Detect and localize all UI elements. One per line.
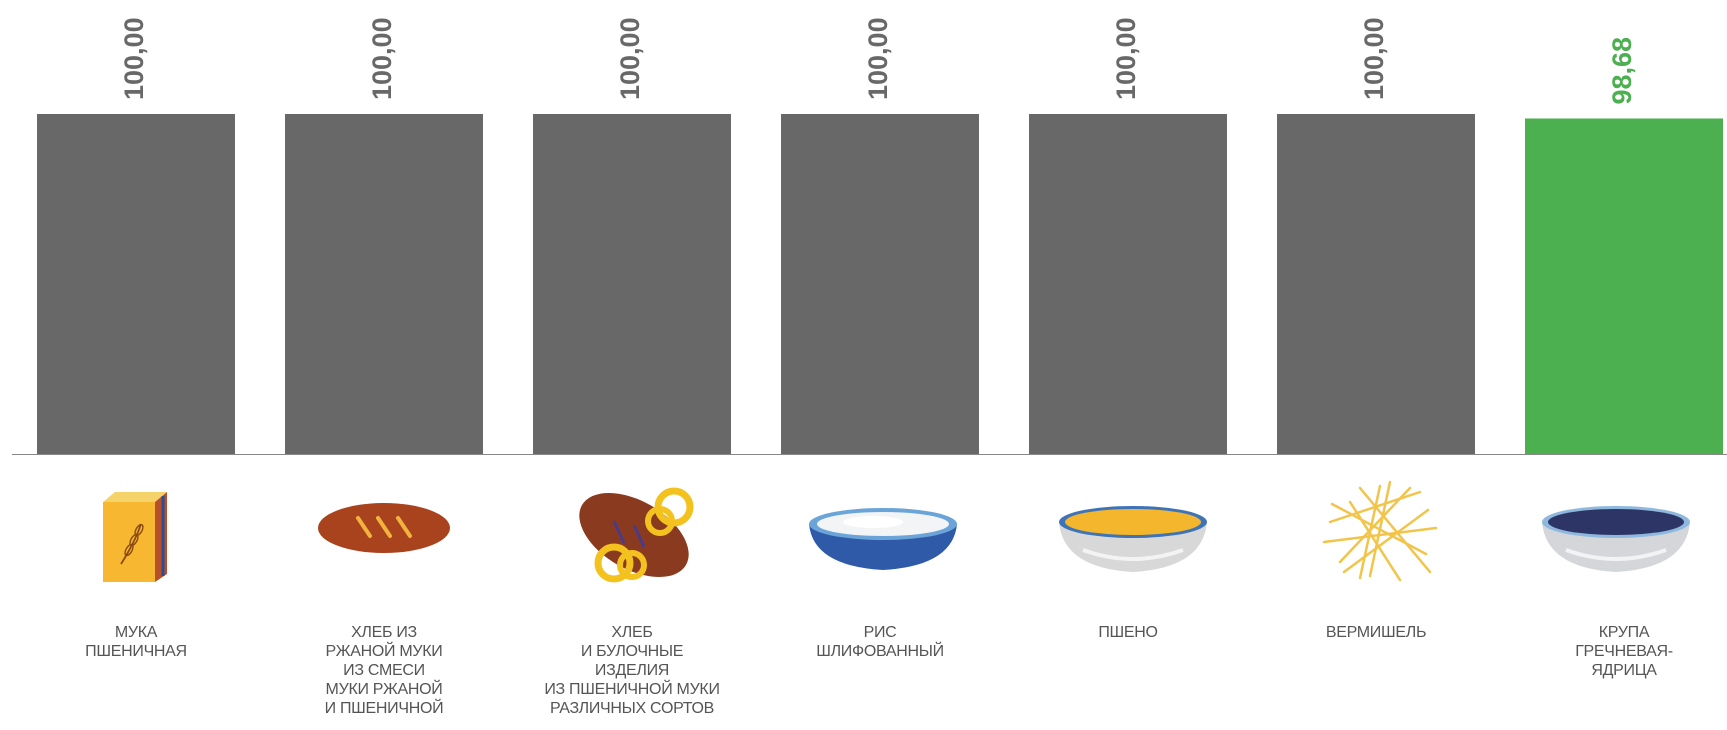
buckwheat-bowl-icon [1542, 506, 1690, 572]
category-label-6: ВЕРМИШЕЛЬ [1325, 624, 1427, 641]
category-label-2: ХЛЕБ ИЗ РЖАНОЙ МУКИ ИЗ СМЕСИ МУКИ РЖАНОЙ… [324, 624, 444, 717]
millet-bowl-icon [1059, 506, 1207, 572]
value-label-6: 100,00 [1359, 17, 1389, 100]
rye-bread-icon [318, 503, 450, 553]
category-label-5: ПШЕНО [1098, 624, 1158, 641]
bread-and-pretzels-icon [579, 487, 694, 583]
bar-5 [1029, 114, 1227, 454]
value-label-7: 98,68 [1607, 37, 1637, 105]
value-label-2: 100,00 [367, 17, 397, 100]
bars-group [37, 114, 1723, 454]
bar-7 [1525, 118, 1723, 454]
value-label-4: 100,00 [863, 17, 893, 100]
flour-bag-icon [103, 492, 167, 582]
vermicelli-icon [1322, 480, 1438, 582]
value-label-3: 100,00 [615, 17, 645, 100]
bar-2 [285, 114, 483, 454]
value-label-5: 100,00 [1111, 17, 1141, 100]
category-label-1: МУКА ПШЕНИЧНАЯ [85, 624, 187, 660]
bar-3 [533, 114, 731, 454]
category-label-7: КРУПА ГРЕЧНЕВАЯ- ЯДРИЦА [1575, 624, 1673, 679]
value-label-1: 100,00 [119, 17, 149, 100]
category-label-3: ХЛЕБ И БУЛОЧНЫЕ ИЗДЕЛИЯ ИЗ ПШЕНИЧНОЙ МУК… [544, 624, 720, 717]
rice-bowl-icon [809, 508, 957, 570]
bar-1 [37, 114, 235, 454]
bar-6 [1277, 114, 1475, 454]
value-labels-group: 100,00 100,00 100,00 100,00 100,00 100,00 98,6… [119, 17, 1637, 104]
bar-4 [781, 114, 979, 454]
category-label-4: РИС ШЛИФОВАННЫЙ [816, 624, 944, 660]
